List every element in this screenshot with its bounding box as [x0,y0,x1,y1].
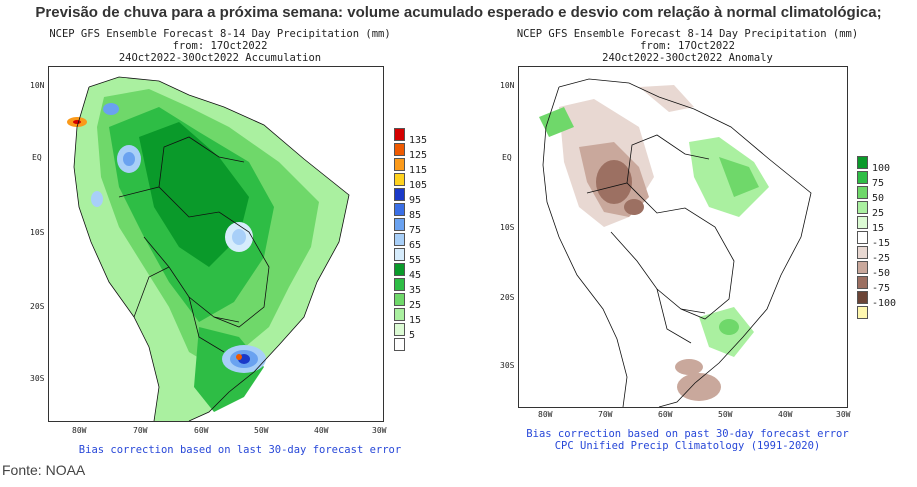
legend-label: 115 [409,165,428,176]
map-subtitle-date: from: 17Oct2022 [640,40,735,52]
legend-label: 65 [409,240,422,251]
map-subtitle-period: 24Oct2022-30Oct2022 Accumulation [118,52,322,64]
legend-label: 5 [409,330,416,341]
legend-label: 55 [409,255,422,266]
lat-label: EQ [32,153,42,162]
lat-label: 20S [30,302,45,311]
lon-label: 30W [372,426,387,435]
lat-label: 10S [500,223,515,232]
legend-swatch [394,143,405,156]
map-title: NCEP GFS Ensemble Forecast 8-14 Day Prec… [516,28,859,40]
lon-label: 60W [194,426,209,435]
legend-label: -15 [872,238,891,249]
legend-swatch [394,128,405,141]
legend-label: 15 [409,315,422,326]
lon-label: 30W [836,410,851,419]
legend-label: 125 [409,150,428,161]
legend-swatch [394,203,405,216]
map-subtitle-date: from: 17Oct2022 [172,40,268,52]
legend-swatch [394,323,405,336]
lat-label: 10N [500,81,515,90]
climatology-note: CPC Unified Precip Climatology (1991-202… [554,440,821,452]
lat-label: 10S [30,228,45,237]
legend-swatch [857,186,868,199]
lon-label: 80W [72,426,87,435]
lat-label: 30S [500,361,515,370]
legend-label: -100 [872,298,897,309]
legend-swatch [394,308,405,321]
precip-shading [67,77,349,421]
legend-swatch [394,278,405,291]
legend-label: 105 [409,180,428,191]
lat-label: 10N [30,81,45,90]
legend-swatch [394,188,405,201]
legend-label: 25 [872,208,885,219]
legend-swatch [857,306,868,319]
lon-label: 40W [314,426,329,435]
lon-label: 40W [778,410,793,419]
lon-label: 70W [133,426,148,435]
lon-label: 50W [718,410,733,419]
legend-label: 45 [409,270,422,281]
legend-label: 75 [872,178,885,189]
lat-label: EQ [502,153,512,162]
anomaly-map [518,66,848,408]
map-title: NCEP GFS Ensemble Forecast 8-14 Day Prec… [49,28,391,40]
legend-swatch [857,291,868,304]
accumulation-map-canvas [67,76,350,421]
anomaly-map-panel: NCEP GFS Ensemble Forecast 8-14 Day Prec… [470,26,917,466]
bias-correction-note: Bias correction based on last 30-day for… [78,444,402,456]
legend-label: 15 [872,223,885,234]
legend-label: 75 [409,225,422,236]
legend-swatch [857,276,868,289]
legend-swatch [857,201,868,214]
legend-label: 25 [409,300,422,311]
legend-swatch [394,158,405,171]
legend-swatch [857,231,868,244]
legend-swatch [394,218,405,231]
lat-label: 20S [500,293,515,302]
legend-swatch [857,156,868,169]
legend-swatch [857,246,868,259]
legend-swatch [394,338,405,351]
legend-swatch [857,216,868,229]
legend-swatch [394,173,405,186]
boundaries [542,78,812,407]
legend-swatch [857,261,868,274]
accumulation-map [48,66,384,422]
legend-label: -75 [872,283,891,294]
legend-label: 35 [409,285,422,296]
anomaly-shading [539,85,769,401]
bias-correction-note: Bias correction based on past 30-day for… [526,428,849,440]
legend-label: 85 [409,210,422,221]
legend-label: 135 [409,135,428,146]
legend-swatch [394,233,405,246]
legend-label: 95 [409,195,422,206]
legend-label: -25 [872,253,891,264]
boundaries [73,76,350,421]
legend-swatch [857,171,868,184]
source-credit: Fonte: NOAA [2,462,86,478]
headline: Previsão de chuva para a próxima semana:… [35,4,882,21]
lat-label: 30S [30,374,45,383]
legend-swatch [394,293,405,306]
anomaly-map-canvas [539,78,812,407]
legend-label: 100 [872,163,891,174]
lon-label: 70W [598,410,613,419]
map-subtitle-period: 24Oct2022-30Oct2022 Anomaly [602,52,773,64]
lon-label: 80W [538,410,553,419]
lon-label: 60W [658,410,673,419]
legend-swatch [394,263,405,276]
legend-label: -50 [872,268,891,279]
legend-swatch [394,248,405,261]
legend-label: 50 [872,193,885,204]
lon-label: 50W [254,426,269,435]
accumulation-map-panel: NCEP GFS Ensemble Forecast 8-14 Day Prec… [0,26,440,466]
